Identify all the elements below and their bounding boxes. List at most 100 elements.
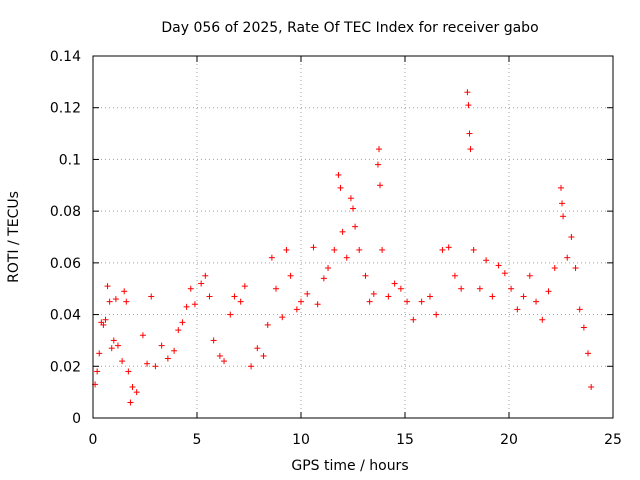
- data-point: [241, 283, 248, 290]
- data-point: [495, 262, 502, 269]
- data-points: [92, 89, 595, 406]
- data-point: [362, 272, 369, 279]
- data-point: [158, 342, 165, 349]
- data-point: [391, 280, 398, 287]
- data-point: [191, 301, 198, 308]
- x-axis-tick-labels: 0 5 10 15 20 25: [89, 432, 622, 448]
- y-axis-ticks: [93, 55, 613, 419]
- data-point: [187, 285, 194, 292]
- data-point: [526, 272, 533, 279]
- data-point: [171, 347, 178, 354]
- data-point: [572, 265, 579, 272]
- data-point: [119, 358, 126, 365]
- y-axis-label: ROTI / TECUs: [6, 191, 22, 283]
- data-point: [539, 316, 546, 323]
- data-point: [110, 337, 117, 344]
- data-point: [376, 146, 382, 153]
- data-point: [293, 306, 300, 313]
- x-tick-label: 25: [604, 432, 622, 448]
- data-point: [216, 352, 223, 359]
- data-point: [410, 316, 417, 323]
- data-point: [112, 296, 119, 303]
- y-tick-label: 0.08: [50, 204, 81, 220]
- data-point: [231, 293, 238, 300]
- data-point: [102, 316, 109, 323]
- data-point: [339, 228, 346, 235]
- y-axis-tick-labels: 0 0.02 0.04 0.06 0.08 0.1 0.12 0.14: [50, 49, 81, 427]
- data-point: [568, 234, 575, 240]
- data-point: [483, 257, 490, 264]
- data-point: [560, 213, 567, 220]
- y-tick-label: 0.1: [59, 152, 81, 168]
- data-point: [268, 254, 275, 261]
- data-point: [237, 298, 244, 305]
- data-point: [545, 288, 552, 295]
- data-point: [464, 89, 471, 96]
- data-point: [476, 285, 483, 292]
- data-point: [123, 298, 130, 305]
- x-axis-label: GPS time / hours: [291, 458, 408, 474]
- data-point: [347, 195, 354, 202]
- data-point: [183, 303, 190, 310]
- data-point: [564, 254, 571, 261]
- x-tick-label: 5: [193, 432, 202, 448]
- data-point: [248, 363, 255, 370]
- data-point: [94, 368, 101, 375]
- data-point: [356, 246, 363, 253]
- data-point: [366, 298, 373, 305]
- data-point: [127, 399, 134, 406]
- data-point: [325, 265, 332, 272]
- x-axis-ticks: [92, 56, 614, 418]
- data-point: [520, 293, 527, 300]
- y-tick-label: 0.12: [50, 101, 81, 117]
- data-point: [433, 311, 440, 318]
- data-point: [175, 327, 182, 334]
- data-point: [148, 293, 155, 300]
- data-point: [470, 246, 477, 253]
- data-point: [298, 298, 304, 305]
- x-tick-label: 20: [500, 432, 518, 448]
- x-tick-label: 15: [396, 432, 414, 448]
- data-point: [114, 342, 121, 349]
- data-point: [179, 319, 186, 326]
- x-tick-label: 0: [89, 432, 98, 448]
- data-point: [426, 293, 433, 300]
- data-point: [533, 298, 540, 305]
- data-point: [451, 272, 458, 279]
- data-point: [100, 321, 107, 328]
- data-point: [283, 246, 290, 253]
- x-tick-label: 10: [292, 432, 310, 448]
- y-tick-label: 0.04: [50, 308, 81, 324]
- data-point: [418, 298, 425, 305]
- plot-frame: [92, 55, 614, 419]
- data-point: [121, 288, 128, 295]
- data-point: [458, 285, 465, 292]
- data-point: [551, 265, 558, 272]
- y-tick-label: 0.02: [50, 359, 81, 375]
- data-point: [96, 350, 103, 357]
- data-point: [445, 244, 452, 251]
- data-point: [335, 171, 342, 178]
- data-point: [273, 285, 280, 292]
- data-point: [279, 314, 286, 321]
- data-point: [337, 184, 344, 191]
- data-point: [465, 102, 472, 109]
- data-point: [489, 293, 496, 300]
- data-point: [404, 298, 411, 305]
- y-tick-label: 0.06: [50, 256, 81, 272]
- data-point: [125, 368, 132, 375]
- data-point: [227, 311, 234, 318]
- data-point: [310, 244, 317, 251]
- data-point: [559, 200, 566, 207]
- data-point: [108, 345, 115, 352]
- data-point: [221, 358, 228, 365]
- data-point: [385, 293, 392, 300]
- data-point: [343, 254, 350, 261]
- data-point: [198, 280, 205, 287]
- data-point: [580, 324, 587, 331]
- data-point: [129, 383, 136, 390]
- data-point: [585, 350, 592, 357]
- data-point: [352, 223, 359, 230]
